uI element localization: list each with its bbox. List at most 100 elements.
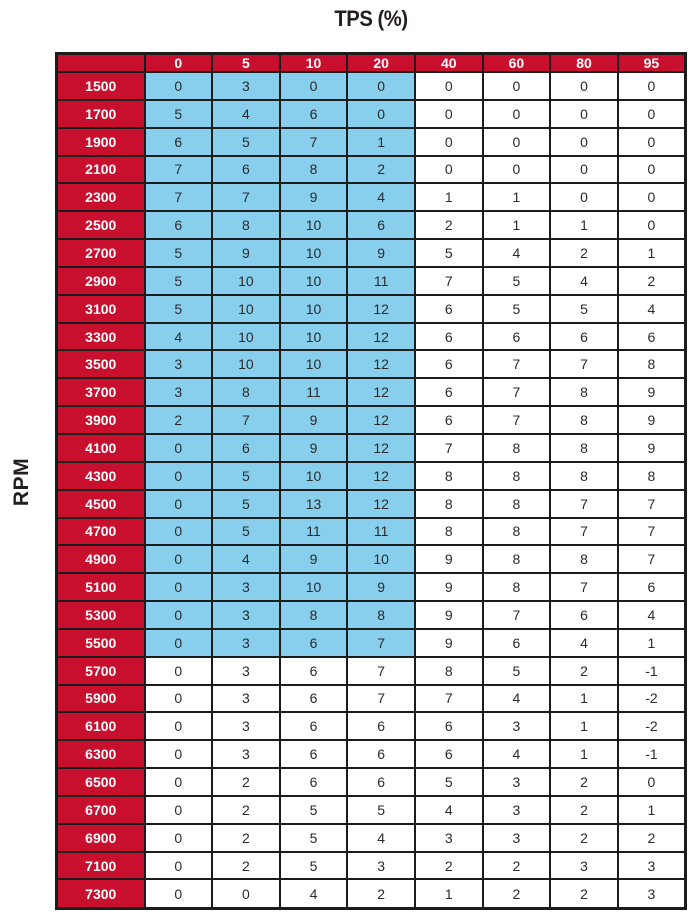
map-cell: 0 [143, 683, 214, 714]
table-row: 6700 0 2 5 5 4 3 2 1 [55, 794, 687, 825]
tps-column-header: 20 [346, 52, 416, 73]
map-cell: 5 [143, 238, 214, 268]
map-cell: 8 [549, 544, 619, 575]
map-cell: 2 [143, 405, 214, 435]
map-cell: 6 [346, 711, 416, 742]
map-cell: 0 [481, 154, 552, 185]
map-cell: 0 [616, 154, 687, 185]
map-cell: 3 [211, 627, 281, 658]
rpm-row-header: 5500 [55, 627, 146, 658]
map-cell: 0 [549, 71, 619, 101]
rpm-row-header: 2700 [55, 238, 146, 268]
map-cell: 0 [481, 98, 552, 129]
map-cell: 8 [211, 210, 281, 241]
map-cell: 7 [616, 516, 687, 547]
map-cell: 12 [346, 321, 416, 352]
map-cell: 0 [143, 488, 214, 519]
map-cell: 5 [549, 293, 619, 324]
map-cell: 1 [481, 210, 552, 241]
map-cell: 6 [278, 655, 349, 686]
map-cell: 0 [414, 98, 484, 129]
map-cell: 8 [616, 460, 687, 491]
map-cell: 5 [414, 767, 484, 797]
map-cell: 0 [143, 711, 214, 742]
map-cell: 6 [143, 210, 214, 241]
rpm-row-header: 2100 [55, 154, 146, 185]
map-cell: 0 [143, 71, 214, 101]
map-cell: 4 [481, 238, 552, 268]
map-cell: 0 [211, 878, 281, 910]
map-cell: 0 [143, 878, 214, 910]
map-cell: 3 [211, 600, 281, 630]
map-cell: 12 [346, 377, 416, 408]
map-cell: 9 [278, 544, 349, 575]
rpm-row-header: 1500 [55, 71, 146, 101]
table-row: 6500 0 2 6 6 5 3 2 0 [55, 767, 687, 797]
map-cell: 0 [549, 182, 619, 213]
rpm-row-header: 1700 [55, 98, 146, 129]
map-cell: 8 [549, 432, 619, 463]
map-cell: 1 [346, 126, 416, 157]
map-cell: 3 [211, 572, 281, 603]
map-cell: 0 [616, 126, 687, 157]
map-cell: 2 [211, 767, 281, 797]
map-cell: 6 [346, 767, 416, 797]
map-cell: 7 [346, 655, 416, 686]
map-cell: 8 [481, 488, 552, 519]
map-cell: 10 [211, 321, 281, 352]
map-cell: 1 [616, 238, 687, 268]
map-cell: 5 [481, 655, 552, 686]
map-cell: 6 [414, 293, 484, 324]
map-cell: 10 [211, 349, 281, 380]
table-row: 3700 3 8 11 12 6 7 8 9 [55, 377, 687, 408]
map-cell: 7 [549, 349, 619, 380]
rpm-row-header: 4900 [55, 544, 146, 575]
rpm-row-header: 3700 [55, 377, 146, 408]
map-cell: 0 [143, 767, 214, 797]
map-cell: 7 [211, 182, 281, 213]
map-cell: 4 [414, 794, 484, 825]
map-cell: 7 [549, 572, 619, 603]
map-cell: 5 [211, 488, 281, 519]
map-cell: 6 [549, 600, 619, 630]
map-cell: 9 [616, 432, 687, 463]
table-row: 2700 5 9 10 9 5 4 2 1 [55, 238, 687, 268]
map-cell: 6 [211, 154, 281, 185]
map-cell: 8 [346, 600, 416, 630]
table-row: 6900 0 2 5 4 3 3 2 2 [55, 822, 687, 853]
map-cell: 6 [278, 711, 349, 742]
map-cell: 0 [143, 432, 214, 463]
map-cell: 10 [278, 238, 349, 268]
map-cell: 7 [616, 488, 687, 519]
table-row: 5300 0 3 8 8 9 7 6 4 [55, 600, 687, 630]
tps-header-row: 0 5 10 20 40 60 80 95 [55, 52, 687, 73]
map-cell: 6 [346, 739, 416, 770]
map-cell: 5 [346, 794, 416, 825]
map-cell: 10 [278, 572, 349, 603]
map-cell: 6 [481, 627, 552, 658]
map-cell: 3 [143, 349, 214, 380]
table-row: 5900 0 3 6 7 7 4 1 -2 [55, 683, 687, 714]
map-table-body: 1500 0 3 0 0 0 0 0 0 1700 5 4 6 0 0 0 0 0 1900 6 5 7 1 0 0 0 0 2100… [55, 71, 687, 910]
tps-column-header: 40 [414, 52, 484, 73]
corner-cell [55, 52, 146, 73]
map-cell: 6 [278, 98, 349, 129]
rpm-row-header: 4100 [55, 432, 146, 463]
map-cell: 0 [414, 126, 484, 157]
map-cell: 4 [481, 739, 552, 770]
map-cell: 2 [549, 655, 619, 686]
map-cell: 10 [278, 349, 349, 380]
rpm-row-header: 2300 [55, 182, 146, 213]
map-cell: 12 [346, 293, 416, 324]
map-cell: 11 [278, 377, 349, 408]
map-cell: 0 [549, 98, 619, 129]
map-cell: 0 [616, 182, 687, 213]
rpm-row-header: 7100 [55, 850, 146, 881]
table-row: 3300 4 10 10 12 6 6 6 6 [55, 321, 687, 352]
map-cell: 7 [211, 405, 281, 435]
map-cell: 6 [346, 210, 416, 241]
map-cell: 12 [346, 460, 416, 491]
map-cell: 0 [143, 600, 214, 630]
map-cell: 12 [346, 488, 416, 519]
map-cell: 5 [143, 98, 214, 129]
